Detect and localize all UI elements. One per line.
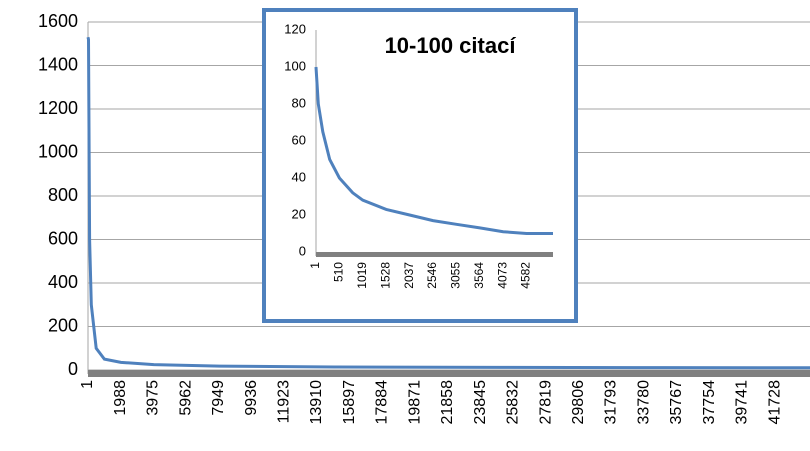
y-tick-label: 60 xyxy=(292,132,306,147)
x-tick-label: 31793 xyxy=(603,380,620,425)
x-tick-label: 1 xyxy=(308,262,322,269)
x-tick-label: 1 xyxy=(79,380,96,389)
x-tick-label: 19871 xyxy=(406,380,423,425)
x-tick-label: 2037 xyxy=(402,262,416,289)
x-tick-label: 17884 xyxy=(374,380,391,425)
y-tick-label: 200 xyxy=(48,315,78,335)
x-tick-label: 5962 xyxy=(177,380,194,416)
x-tick-label: 41728 xyxy=(766,380,783,425)
inset-title: 10-100 citací xyxy=(385,33,517,58)
y-tick-label: 120 xyxy=(284,21,306,36)
x-tick-label: 27819 xyxy=(537,380,554,425)
y-tick-label: 40 xyxy=(292,169,306,184)
y-tick-label: 80 xyxy=(292,95,306,110)
x-tick-label: 37754 xyxy=(701,380,718,425)
x-tick-label: 39741 xyxy=(734,380,751,425)
x-tick-label: 3975 xyxy=(145,380,162,416)
x-tick-label: 25832 xyxy=(505,380,522,425)
x-tick-label: 29806 xyxy=(570,380,587,425)
x-tick-label: 21858 xyxy=(439,380,456,425)
y-tick-label: 800 xyxy=(48,185,78,205)
x-tick-label: 2546 xyxy=(425,262,439,289)
data-line xyxy=(86,36,810,370)
x-tick-label: 13910 xyxy=(308,380,325,425)
y-tick-label: 20 xyxy=(292,206,306,221)
x-tick-label: 3055 xyxy=(449,262,463,289)
y-tick-label: 1600 xyxy=(38,11,78,31)
x-tick-label: 23845 xyxy=(472,380,489,425)
y-tick-label: 1000 xyxy=(38,141,78,161)
x-tick-label: 1019 xyxy=(355,262,369,289)
x-tick-label: 33780 xyxy=(635,380,652,425)
x-tick-label: 9936 xyxy=(243,380,260,416)
y-tick-label: 0 xyxy=(68,359,78,379)
x-tick-label: 3564 xyxy=(472,262,486,289)
inset-chart: 10-100 citací 0 20 40 60 80 100 120 1 510 1019 152… xyxy=(284,21,553,289)
y-tick-label: 100 xyxy=(284,58,306,73)
y-tick-label: 1200 xyxy=(38,98,78,118)
y-tick-label: 1400 xyxy=(38,54,78,74)
x-tick-label: 1988 xyxy=(112,380,129,416)
y-tick-label: 600 xyxy=(48,228,78,248)
x-tick-label: 4073 xyxy=(495,262,509,289)
x-tick-label: 1528 xyxy=(378,262,392,289)
y-tick-label: 0 xyxy=(299,243,306,258)
x-tick-label: 11923 xyxy=(276,380,293,423)
data-line xyxy=(314,66,553,235)
x-tick-label: 4582 xyxy=(519,262,533,289)
y-tick-label: 400 xyxy=(48,272,78,292)
x-tick-label: 15897 xyxy=(341,380,358,425)
x-tick-label: 35767 xyxy=(668,380,685,425)
x-tick-label: 7949 xyxy=(210,380,227,416)
x-tick-label: 510 xyxy=(332,262,346,282)
